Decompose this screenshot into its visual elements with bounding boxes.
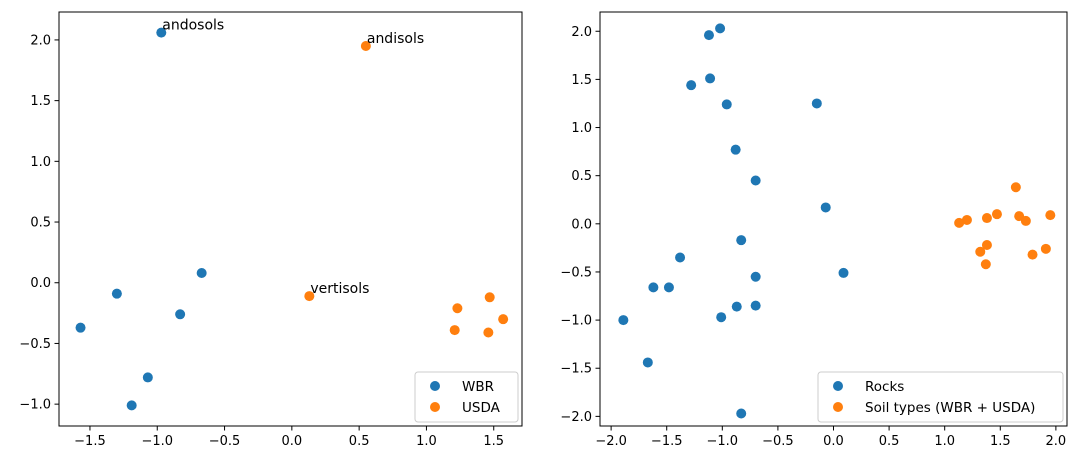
y-tick-label: 0.0 xyxy=(30,276,51,291)
point-annotation: andisols xyxy=(367,31,424,47)
scatter-point xyxy=(675,252,686,263)
scatter-point xyxy=(731,301,742,312)
x-tick-label: 1.5 xyxy=(483,434,504,449)
y-tick-label: −0.5 xyxy=(560,265,592,280)
x-tick-label: 0.5 xyxy=(349,434,370,449)
scatter-point xyxy=(980,259,991,270)
legend: Rocks Soil types (WBR + USDA) xyxy=(817,371,1064,423)
y-tick-label: 2.0 xyxy=(30,33,51,48)
y-tick-label: −2.0 xyxy=(560,410,592,425)
scatter-point xyxy=(838,267,849,278)
scatter-point xyxy=(449,325,460,336)
scatter-point xyxy=(750,300,761,311)
scatter-point xyxy=(642,357,653,368)
x-tick-label: 2.0 xyxy=(1046,434,1067,449)
chart-panel-1: −1.5 −1.0 −0.5 0.0 0.5 1.0 1.5 −1.0 −0.5 0.0 0.5 1.… xyxy=(19,11,523,449)
x-tick-label: −0.5 xyxy=(209,434,241,449)
point-annotation: vertisols xyxy=(310,281,369,297)
x-tick-label: 0.0 xyxy=(823,434,844,449)
x-tick-label: 0.5 xyxy=(879,434,900,449)
scatter-point xyxy=(1010,182,1021,193)
legend-label: Rocks xyxy=(865,379,904,395)
x-tick-label: −1.0 xyxy=(707,434,739,449)
scatter-point xyxy=(716,312,727,323)
scatter-point xyxy=(686,80,697,91)
y-tick-label: −1.5 xyxy=(560,362,592,377)
y-tick-label: 2.0 xyxy=(571,25,592,40)
legend-label: WBR xyxy=(462,379,494,395)
scatter-point xyxy=(736,235,747,246)
x-tick-label: −1.5 xyxy=(74,434,106,449)
chart-panel-2: −2.0 −1.5 −1.0 −0.5 0.0 0.5 1.0 1.5 2.0 −2.0 −1.5 −… xyxy=(560,11,1068,449)
scatter-point xyxy=(975,246,986,257)
scatter-point xyxy=(811,98,822,109)
point-annotation: andosols xyxy=(162,18,224,34)
y-tick-label: 0.0 xyxy=(571,217,592,232)
x-tick-label: 1.0 xyxy=(934,434,955,449)
legend-marker xyxy=(833,402,843,412)
legend-box xyxy=(414,371,519,423)
scatter-point xyxy=(721,99,732,110)
scatter-point xyxy=(452,303,463,314)
scatter-point xyxy=(111,288,122,299)
y-tick-label: 0.5 xyxy=(30,216,51,231)
scatter-point xyxy=(730,144,741,155)
scatter-point xyxy=(304,291,315,302)
scatter-point xyxy=(75,322,86,333)
scatter-point xyxy=(981,239,992,250)
scatter-point xyxy=(820,202,831,213)
legend-marker xyxy=(430,381,440,391)
axes-frame xyxy=(58,11,523,427)
scatter-point xyxy=(981,213,992,224)
scatter-point xyxy=(705,73,716,84)
scatter-point xyxy=(1027,249,1038,260)
scatter-point xyxy=(484,292,495,303)
legend-marker xyxy=(430,402,440,412)
x-tick-label: −0.5 xyxy=(762,434,794,449)
scatter-point xyxy=(750,271,761,282)
y-tick-label: 1.0 xyxy=(571,121,592,136)
scatter-point xyxy=(703,30,714,41)
scatter-point xyxy=(126,400,137,411)
scatter-point xyxy=(648,282,659,293)
scatter-point xyxy=(1040,243,1051,254)
x-tick-label: 0.0 xyxy=(282,434,303,449)
scatter-point xyxy=(360,40,371,51)
legend-label: Soil types (WBR + USDA) xyxy=(865,400,1035,416)
x-tick-label: −1.0 xyxy=(141,434,173,449)
scatter-point xyxy=(498,314,509,325)
legend-label: USDA xyxy=(462,400,501,416)
scatter-point xyxy=(1020,215,1031,226)
scatter-point xyxy=(991,209,1002,220)
legend: WBR USDA xyxy=(414,371,519,423)
y-tick-label: −1.0 xyxy=(560,314,592,329)
y-tick-label: 1.5 xyxy=(30,94,51,109)
scatter-point xyxy=(142,372,153,383)
x-tick-label: 1.5 xyxy=(990,434,1011,449)
scatter-point xyxy=(954,217,965,228)
legend-marker xyxy=(833,381,843,391)
x-tick-label: 1.0 xyxy=(416,434,437,449)
y-tick-label: 1.0 xyxy=(30,155,51,170)
y-tick-label: −0.5 xyxy=(19,337,51,352)
scatter-point xyxy=(715,23,726,34)
scatter-point xyxy=(750,175,761,186)
y-tick-label: −1.0 xyxy=(19,398,51,413)
scatter-point xyxy=(618,315,629,326)
scatter-point xyxy=(736,408,747,419)
scatter-point xyxy=(961,214,972,225)
x-tick-label: −1.5 xyxy=(651,434,683,449)
scatter-point xyxy=(663,282,674,293)
scatter-point xyxy=(175,309,186,320)
scatter-point xyxy=(196,268,207,279)
y-tick-label: 1.5 xyxy=(571,73,592,88)
scatter-point xyxy=(1045,210,1056,221)
y-tick-label: 0.5 xyxy=(571,169,592,184)
scatter-point xyxy=(156,27,167,38)
scatter-point xyxy=(483,327,494,338)
legend-box xyxy=(817,371,1064,423)
x-tick-label: −2.0 xyxy=(595,434,627,449)
